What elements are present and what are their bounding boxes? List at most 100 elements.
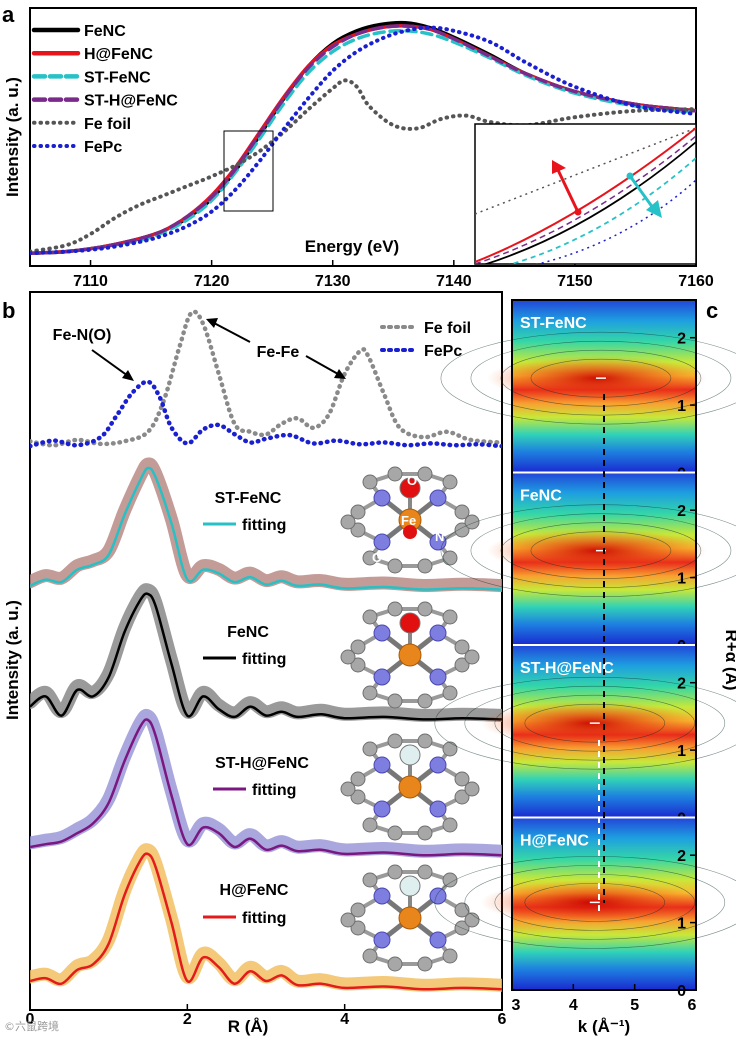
b-xtick-label-6: 6 [498, 1011, 507, 1028]
a-legend-label-fe-foil: Fe foil [84, 116, 131, 133]
a-series-fepc [30, 25, 696, 256]
carbon-atom [362, 609, 378, 625]
carbon-atom [350, 789, 366, 805]
a-xtick-label-7150: 7150 [557, 273, 593, 290]
panel-c-frame [511, 299, 697, 991]
panel-a-xlabel: Energy (eV) [305, 237, 399, 256]
nitrogen-atom [373, 800, 391, 818]
legend-label-fe-foil-b: Fe foil [424, 320, 471, 337]
b-series-fepc [30, 379, 502, 449]
b-xtick-label-2: 2 [183, 1011, 192, 1028]
oxygen-atom [399, 612, 421, 634]
carbon-atom [362, 817, 378, 833]
nitrogen-atom [429, 931, 447, 949]
legend-h-fenc: H@FeNC fitting [203, 882, 289, 927]
nitrogen-atom [373, 533, 391, 551]
carbon-atom [442, 550, 458, 566]
carbon-atom [350, 522, 366, 538]
a-legend-label-st-fenc: ST-FeNC [84, 69, 151, 86]
fit-label-h-fenc: fitting [242, 910, 286, 927]
heatmap-title-fenc: FeNC [520, 488, 562, 505]
molecule-st-fenc: O Fe N C [340, 466, 480, 574]
nitrogen-atom [373, 624, 391, 642]
oxygen-atom [399, 477, 421, 499]
carbon-atom [350, 902, 366, 918]
contour-line [440, 504, 736, 597]
carbon-atom [417, 601, 433, 617]
carbon-atom [442, 685, 458, 701]
contour-line [470, 340, 732, 416]
b-series-fe-foil [30, 309, 502, 448]
b-fit-st-h-fenc [30, 718, 502, 857]
carbon-atom [362, 550, 378, 566]
heatmap-title-h-fenc: H@FeNC [520, 833, 589, 850]
a-legend-label-h-fenc: H@FeNC [84, 46, 153, 63]
nitrogen-atom [373, 489, 391, 507]
contour-line [500, 349, 702, 407]
heatmap-title-st-h-fenc: ST-H@FeNC [520, 660, 614, 677]
c-ytick-label-2: 2 [677, 848, 686, 865]
carbon-atom [454, 504, 470, 520]
iron-atom [398, 775, 422, 799]
molecule-st-h-fenc [340, 733, 480, 841]
carbon-atom [464, 781, 480, 797]
c-ytick-label-1: 1 [677, 916, 686, 933]
panel-a-legend: FeNC H@FeNC ST-FeNC ST-H@FeNC Fe foil FePc [31, 23, 178, 156]
iron-atom [398, 906, 422, 930]
contour-line [524, 883, 666, 922]
panel-label-a: a [2, 2, 15, 27]
a-series-st-fenc [30, 28, 696, 255]
contour-line [524, 703, 666, 743]
carbon-atom [362, 948, 378, 964]
panel-b-frame [29, 291, 503, 1011]
legend-label-fepc-b: FePc [424, 343, 462, 360]
fit-label-st-fenc: fitting [242, 517, 286, 534]
c-ytick-label-1: 1 [677, 398, 686, 415]
legend-st-h-fenc: ST-H@FeNC fitting [213, 755, 309, 799]
carbon-atom [417, 558, 433, 574]
carbon-atom [417, 956, 433, 972]
carbon-atom [362, 474, 378, 490]
molecule-fenc [340, 601, 480, 709]
c-ytick-label-2: 2 [677, 676, 686, 693]
inset-cyan-arrow-shaft [628, 175, 655, 209]
molecule-structures: O Fe N C [340, 466, 480, 972]
panel-b-ylabel: Intensity (a. u.) [3, 600, 22, 720]
iron-atom [398, 643, 422, 667]
inset-st-fenc-line [508, 157, 696, 264]
atom-label-n: N [435, 529, 444, 544]
carbon-atom [442, 741, 458, 757]
carbon-atom [387, 693, 403, 709]
carbon-atom [340, 649, 356, 665]
carbon-atom [387, 558, 403, 574]
c-xtick-label-5: 5 [630, 997, 639, 1014]
carbon-atom [417, 825, 433, 841]
carbon-atom [387, 466, 403, 482]
fit-label-st-h-fenc: fitting [252, 782, 296, 799]
nitrogen-atom [373, 887, 391, 905]
carbon-atom [350, 771, 366, 787]
contour-line [464, 865, 726, 940]
carbon-atom [464, 649, 480, 665]
arrow-fe-fe-right [305, 355, 339, 375]
carbon-atom [417, 864, 433, 880]
contour-line [434, 676, 736, 770]
c-xtick-label-3: 3 [512, 997, 521, 1014]
a-legend-label-fenc: FeNC [84, 23, 126, 40]
carbon-atom [340, 912, 356, 928]
a-series-st-h-fenc [30, 24, 696, 255]
panel-b-x-ticks: 0 2 4 6 [26, 1004, 507, 1028]
c-ytick-label-2: 2 [677, 503, 686, 520]
atom-label-o: O [407, 473, 417, 488]
carbon-atom [442, 817, 458, 833]
carbon-atom [340, 781, 356, 797]
hydrogen-atom [399, 875, 421, 897]
contour-line [530, 531, 672, 570]
label-st-fenc: ST-FeNC [215, 490, 282, 507]
annotation-fe-fe: Fe-Fe [257, 344, 300, 361]
inset-h-fenc-line [475, 127, 696, 263]
panel-label-c: c [706, 298, 718, 323]
